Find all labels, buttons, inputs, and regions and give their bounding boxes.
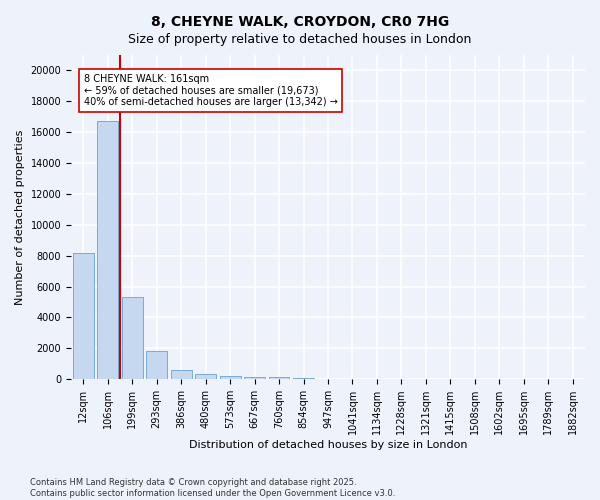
Bar <box>171 370 191 379</box>
Bar <box>293 378 314 379</box>
Text: 8 CHEYNE WALK: 161sqm
← 59% of detached houses are smaller (19,673)
40% of semi-: 8 CHEYNE WALK: 161sqm ← 59% of detached … <box>84 74 338 106</box>
Text: 8, CHEYNE WALK, CROYDON, CR0 7HG: 8, CHEYNE WALK, CROYDON, CR0 7HG <box>151 15 449 29</box>
Bar <box>73 252 94 379</box>
Bar <box>146 352 167 379</box>
Text: Size of property relative to detached houses in London: Size of property relative to detached ho… <box>128 32 472 46</box>
Bar <box>97 122 118 379</box>
Bar <box>195 374 216 379</box>
Bar <box>269 378 289 379</box>
Text: Contains HM Land Registry data © Crown copyright and database right 2025.
Contai: Contains HM Land Registry data © Crown c… <box>30 478 395 498</box>
Bar <box>220 376 241 379</box>
X-axis label: Distribution of detached houses by size in London: Distribution of detached houses by size … <box>189 440 467 450</box>
Bar <box>244 376 265 379</box>
Bar <box>122 298 143 379</box>
Y-axis label: Number of detached properties: Number of detached properties <box>15 130 25 305</box>
